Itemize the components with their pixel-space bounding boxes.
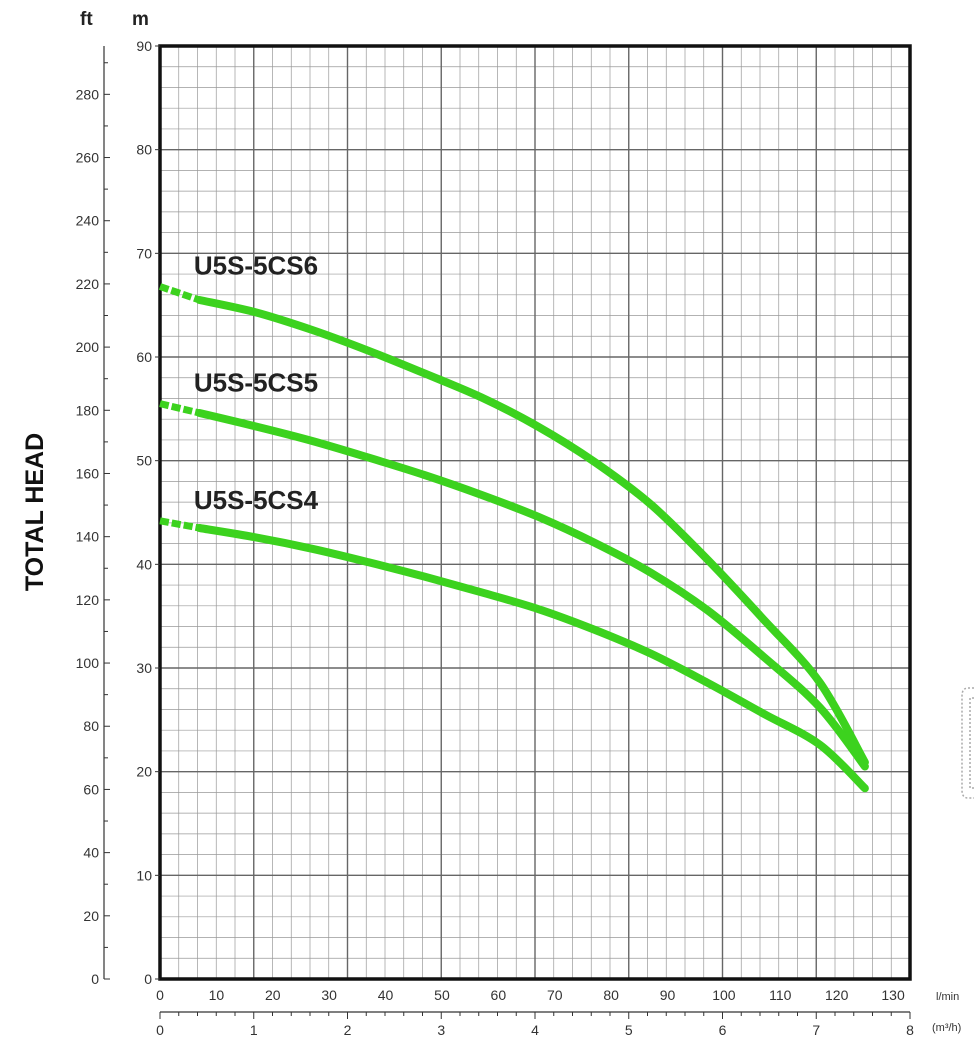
flow-m3h-tick-label: 2	[344, 1022, 352, 1038]
ft-tick-label: 120	[76, 592, 100, 608]
flow-m3h-tick-label: 0	[156, 1022, 164, 1038]
flow-m3h-unit: (m³/h)	[932, 1022, 961, 1034]
flow-lpm-unit: l/min	[936, 991, 959, 1003]
flow-m3h-tick-label: 8	[906, 1022, 914, 1038]
flow-m3h-tick-label: 3	[437, 1022, 445, 1038]
flow-lpm-tick-label: 40	[378, 987, 394, 1003]
flow-m3h-tick-label: 5	[625, 1022, 633, 1038]
m-tick-label: 30	[136, 660, 152, 676]
ft-tick-label: 200	[76, 339, 100, 355]
flow-lpm-tick-label: 100	[712, 987, 736, 1003]
flow-m3h-tick-label: 4	[531, 1022, 539, 1038]
ft-tick-label: 20	[83, 908, 99, 924]
flow-lpm-tick-label: 30	[321, 987, 337, 1003]
y-axis-title: TOTAL HEAD	[21, 433, 49, 591]
flow-lpm-tick-label: 120	[825, 987, 849, 1003]
flow-lpm-tick-label: 60	[491, 987, 507, 1003]
m-tick-label: 90	[136, 38, 152, 54]
m-tick-label: 50	[136, 453, 152, 469]
major-grid	[160, 46, 910, 979]
flow-m3h-tick-label: 6	[719, 1022, 727, 1038]
ft-tick-label: 140	[76, 529, 100, 545]
ft-tick-label: 160	[76, 465, 100, 481]
flow-m3h-tick-label: 7	[812, 1022, 820, 1038]
ft-unit-header: ft	[80, 9, 93, 30]
m-tick-label: 60	[136, 349, 152, 365]
ft-tick-label: 280	[76, 86, 100, 102]
m-unit-header: m	[132, 9, 149, 30]
ft-tick-label: 180	[76, 402, 100, 418]
flow-lpm-tick-label: 110	[769, 987, 792, 1003]
m-tick-label: 10	[136, 867, 152, 883]
series-line	[195, 296, 869, 767]
m-axis: 0 10 20 30 40 50 60 70 80 90	[136, 38, 160, 987]
series-line	[195, 409, 869, 771]
flow-lpm-tick-label: 130	[881, 987, 905, 1003]
flow-lpm-tick-label: 0	[156, 987, 164, 1003]
series-label: U5S-5CS5	[194, 368, 318, 398]
series-label: U5S-5CS4	[194, 485, 319, 515]
ft-tick-label: 80	[83, 718, 99, 734]
flow-lpm-tick-label: 10	[209, 987, 225, 1003]
curves-layer: U5S-5CS6 U5S-5CS5 U5S-5CS4	[158, 251, 869, 793]
series-line-dashed	[158, 283, 201, 304]
flow-lpm-tick-label: 90	[660, 987, 676, 1003]
motor-drawing	[961, 687, 974, 799]
minor-grid	[160, 46, 910, 979]
series-label: U5S-5CS6	[194, 251, 318, 281]
flow-lpm-tick-label: 50	[434, 987, 450, 1003]
ft-tick-label: 220	[76, 276, 100, 292]
flow-m3h-tick-label: 1	[250, 1022, 258, 1038]
ft-tick-label: 100	[76, 655, 100, 671]
flow-m3h-axis: 0 1 2 3 4 5 6 7 8	[156, 1011, 914, 1038]
ft-tick-label: 60	[83, 781, 99, 797]
ft-tick-label: 0	[91, 971, 99, 987]
m-tick-label: 70	[136, 245, 152, 261]
plot-frame	[158, 44, 912, 981]
m-tick-label: 20	[136, 764, 152, 780]
series-line-dashed	[159, 400, 201, 417]
flow-lpm-tick-label: 70	[547, 987, 563, 1003]
ft-tick-label: 240	[76, 213, 100, 229]
flow-lpm-axis: 0 10 20 30 40 50 60 70 80 90 100 110 120 130	[156, 987, 905, 1003]
m-tick-label: 40	[136, 556, 152, 572]
m-tick-label: 0	[144, 971, 152, 987]
ft-axis: 0 20 40 60 80 100 120 140 160 180 200 220 240 260 280	[76, 46, 110, 987]
ft-tick-label: 260	[76, 150, 100, 166]
ft-tick-label: 40	[83, 845, 99, 861]
flow-lpm-tick-label: 20	[265, 987, 281, 1003]
flow-lpm-tick-label: 80	[603, 987, 619, 1003]
m-tick-label: 80	[136, 142, 152, 158]
series-line	[195, 524, 869, 793]
series-line-dashed	[159, 517, 201, 532]
